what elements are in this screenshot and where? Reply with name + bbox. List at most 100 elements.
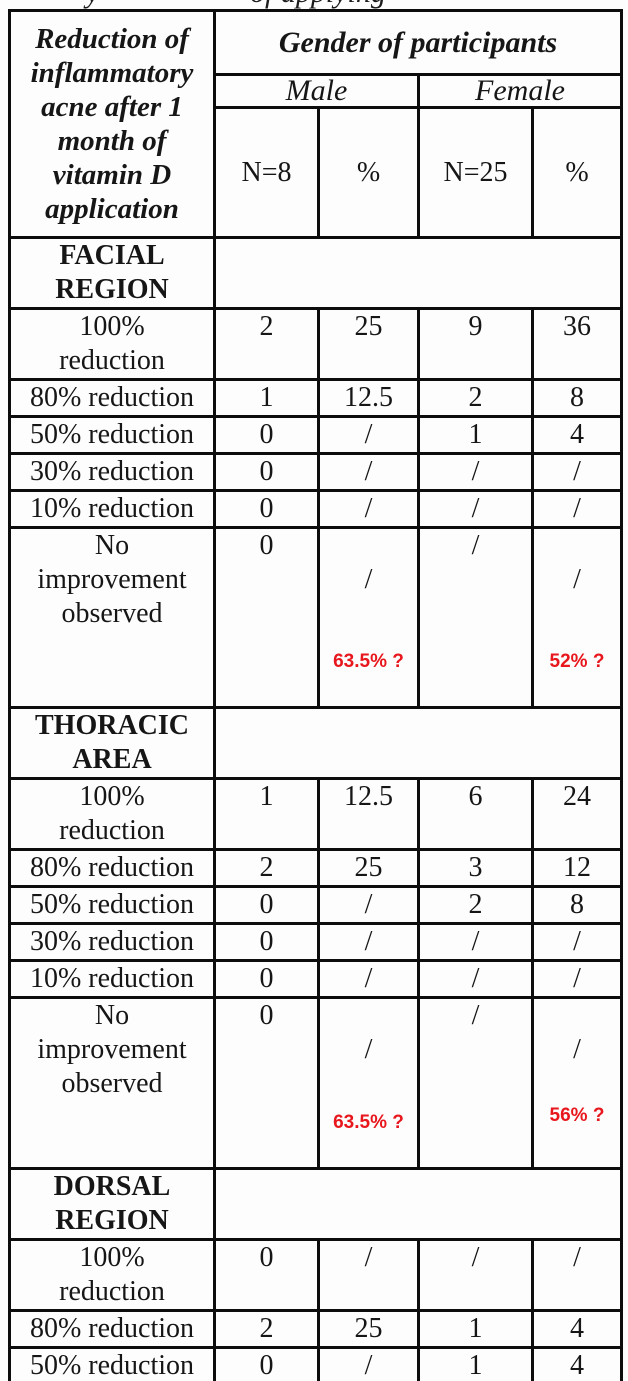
table-row: FACIAL REGION <box>8 236 624 310</box>
male-pct-cell: / <box>317 1346 420 1381</box>
red-annotation: 52% ? <box>549 651 605 672</box>
male-pct-cell: / 63.5% ? <box>317 526 420 709</box>
male-pct-cell: 25 <box>317 848 420 888</box>
slash-value: / <box>364 564 373 595</box>
female-n-cell: / <box>417 452 534 492</box>
female-n-cell: / <box>417 526 534 709</box>
male-n-cell: 1 <box>213 378 320 418</box>
slash-value: / <box>364 1034 373 1065</box>
male-n-cell: 0 <box>213 1238 320 1312</box>
table-row: No improvement observed 0 / 63.5% ? / / … <box>8 996 624 1170</box>
male-pct-cell: / <box>317 415 420 455</box>
female-pct-cell: 36 <box>530 307 624 381</box>
table-row: 50% reduction 0 / 2 8 <box>8 885 624 925</box>
female-n-cell: 9 <box>417 307 534 381</box>
female-n-cell: 6 <box>417 777 534 851</box>
female-pct-cell: 12 <box>530 848 624 888</box>
row-label-cell: No improvement observed <box>8 996 216 1170</box>
male-n-cell: 0 <box>213 996 320 1170</box>
section-spacer-cell <box>212 1167 624 1241</box>
section-title-cell: THORACIC AREA <box>8 706 216 780</box>
table-row: 50% reduction 0 / 1 4 <box>8 1346 624 1381</box>
female-pct-cell: 4 <box>530 1346 624 1381</box>
table-row: 10% reduction 0 / / / <box>8 959 624 999</box>
male-n-cell: 0 <box>213 415 320 455</box>
male-group-header: Male <box>213 73 420 109</box>
male-n-header: N=8 <box>213 106 320 239</box>
female-pct-cell: 8 <box>530 885 624 925</box>
caption-fragment: y <box>86 0 99 9</box>
female-pct-cell: 4 <box>530 1309 624 1349</box>
female-n-cell: 2 <box>417 378 534 418</box>
row-label-cell: 50% reduction <box>8 1346 216 1381</box>
male-pct-cell: / <box>317 1238 420 1312</box>
row-label-cell: 10% reduction <box>8 489 216 529</box>
row-label-cell: 10% reduction <box>8 959 216 999</box>
table-row: 30% reduction 0 / / / <box>8 922 624 962</box>
table-row: 80% reduction 2 25 1 4 <box>8 1309 624 1349</box>
red-annotation: 63.5% ? <box>333 1112 404 1133</box>
female-pct-cell: 8 <box>530 378 624 418</box>
female-pct-cell: / 52% ? <box>530 526 624 709</box>
male-n-cell: 2 <box>213 307 320 381</box>
red-annotation: 56% ? <box>549 1105 605 1126</box>
female-n-cell: 1 <box>417 1346 534 1381</box>
row-label-cell: No improvement observed <box>8 526 216 709</box>
caption-fragment: of applying <box>250 0 386 9</box>
cut-off-caption: y of applying <box>0 0 628 9</box>
male-pct-header: % <box>317 106 420 239</box>
male-pct-cell: 25 <box>317 1309 420 1349</box>
female-n-cell: 1 <box>417 415 534 455</box>
row-label-cell: 100% reduction <box>8 307 216 381</box>
table-row: 80% reduction 2 25 3 12 <box>8 848 624 888</box>
male-pct-cell: 12.5 <box>317 378 420 418</box>
row-label-cell: 50% reduction <box>8 415 216 455</box>
section-title-cell: DORSAL REGION <box>8 1167 216 1241</box>
table-row: 100% reduction 0 / / / <box>8 1238 624 1312</box>
table-row: 100% reduction 1 12.5 6 24 <box>8 777 624 851</box>
female-n-cell: / <box>417 996 534 1170</box>
table-row: 50% reduction 0 / 1 4 <box>8 415 624 455</box>
table-row: 80% reduction 1 12.5 2 8 <box>8 378 624 418</box>
section-title-cell: FACIAL REGION <box>8 236 216 310</box>
row-label-cell: 100% reduction <box>8 1238 216 1312</box>
row-label-cell: 30% reduction <box>8 922 216 962</box>
section-spacer-cell <box>212 706 624 780</box>
table-row: No improvement observed 0 / 63.5% ? / / … <box>8 526 624 709</box>
female-pct-header: % <box>530 106 624 239</box>
table-row: 10% reduction 0 / / / <box>8 489 624 529</box>
female-pct-cell: / <box>530 489 624 529</box>
slash-value: / <box>573 564 581 595</box>
male-n-cell: 0 <box>213 452 320 492</box>
male-n-cell: 0 <box>213 922 320 962</box>
row-label-cell: 100% reduction <box>8 777 216 851</box>
male-n-cell: 1 <box>213 777 320 851</box>
male-pct-cell: / <box>317 489 420 529</box>
male-n-cell: 0 <box>213 885 320 925</box>
female-pct-cell: 4 <box>530 415 624 455</box>
male-n-cell: 0 <box>213 489 320 529</box>
table-row: 100% reduction 2 25 9 36 <box>8 307 624 381</box>
male-pct-cell: 25 <box>317 307 420 381</box>
female-n-cell: 1 <box>417 1309 534 1349</box>
row-label-cell: 50% reduction <box>8 885 216 925</box>
table-row: THORACIC AREA <box>8 706 624 780</box>
female-n-cell: / <box>417 1238 534 1312</box>
female-n-cell: / <box>417 922 534 962</box>
female-group-header: Female <box>416 73 624 109</box>
row-label-cell: 80% reduction <box>8 1309 216 1349</box>
male-pct-cell: / <box>317 452 420 492</box>
row-label-cell: 80% reduction <box>8 378 216 418</box>
female-pct-cell: / <box>530 1238 624 1312</box>
male-pct-cell: / <box>317 885 420 925</box>
male-pct-cell: / <box>317 922 420 962</box>
female-pct-cell: / <box>530 959 624 999</box>
row-label-cell: 30% reduction <box>8 452 216 492</box>
section-spacer-cell <box>212 236 624 310</box>
female-pct-cell: / 56% ? <box>530 996 624 1170</box>
female-pct-cell: / <box>530 452 624 492</box>
female-n-header: N=25 <box>417 106 534 239</box>
table-row: DORSAL REGION <box>8 1167 624 1241</box>
male-n-cell: 0 <box>213 1346 320 1381</box>
